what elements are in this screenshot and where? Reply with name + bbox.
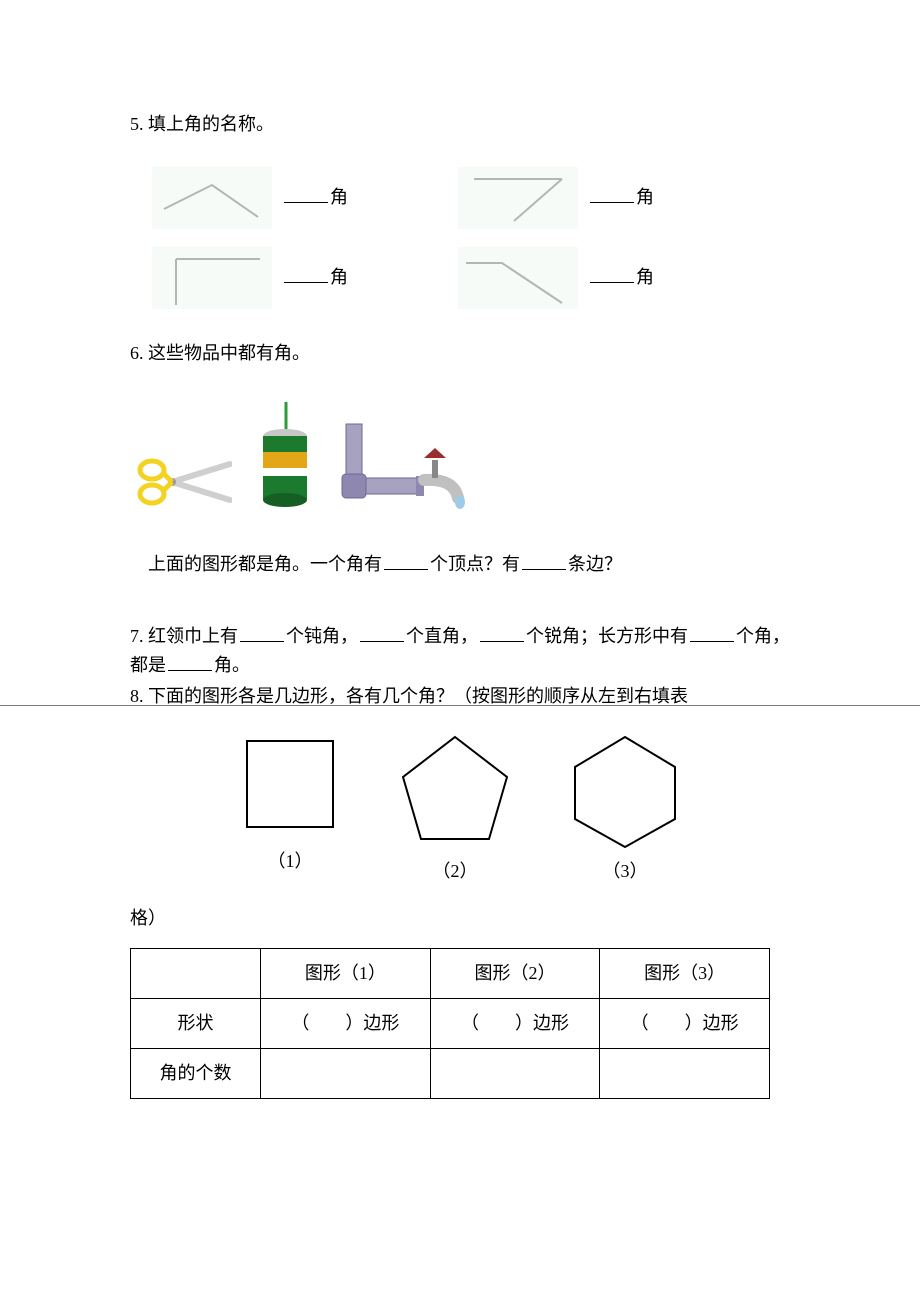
q6-blank-1[interactable] [384, 553, 428, 569]
count-cell-2[interactable] [430, 1048, 600, 1098]
pentagon-shape [395, 729, 515, 849]
poly-label-2: （2） [433, 857, 478, 886]
count-cell-3[interactable] [600, 1048, 770, 1098]
q7-blank-5[interactable] [168, 655, 212, 671]
shape-cell-3[interactable]: （ ）边形 [600, 999, 770, 1049]
q8-ge: 格） [130, 904, 166, 933]
row-shape-label: 形状 [131, 999, 261, 1049]
q7-blank-2[interactable] [360, 626, 404, 642]
angle-item-2: 角 [458, 167, 654, 229]
table-header-1: 图形（1） [261, 949, 431, 999]
angle-blank-3[interactable]: 角 [282, 263, 348, 292]
angle-blank-1[interactable]: 角 [282, 183, 348, 212]
q6-blank-2[interactable] [522, 553, 566, 569]
q6-prompt: 6. 这些物品中都有角。 [130, 339, 790, 368]
right-angle-shape [152, 247, 272, 309]
q7-text: 7. 红领巾上有个钝角，个直角，个锐角；长方形中有个角，都是角。 [130, 622, 790, 680]
obtuse-angle-shape-2 [458, 247, 578, 309]
angle-item-1: 角 [152, 167, 348, 229]
shape-cell-1[interactable]: （ ）边形 [261, 999, 431, 1049]
table-row: 角的个数 [131, 1048, 770, 1098]
page-rule [0, 705, 920, 706]
q7-blank-4[interactable] [690, 626, 734, 642]
faucet-icon [338, 418, 468, 514]
can-icon [250, 396, 320, 514]
square-shape [235, 729, 345, 839]
angle-blank-2[interactable]: 角 [588, 183, 654, 212]
shape-cell-2[interactable]: （ ）边形 [430, 999, 600, 1049]
polygons-row: （1） （2） （3） [130, 729, 790, 886]
q6-sentence: 上面的图形都是角。一个角有个顶点？有条边？ [130, 550, 790, 579]
table-row: 形状 （ ）边形 （ ）边形 （ ）边形 [131, 999, 770, 1049]
row-count-label: 角的个数 [131, 1048, 261, 1098]
q7-blank-3[interactable] [480, 626, 524, 642]
angle-blank-4[interactable]: 角 [588, 263, 654, 292]
objects-row [136, 396, 790, 514]
table-header-2: 图形（2） [430, 949, 600, 999]
q8-prompt: 8. 下面的图形各是几边形，各有几个角？（按图形的顺序从左到右填表 [130, 682, 790, 711]
scissors-icon [136, 442, 232, 514]
poly-label-3: （3） [603, 857, 648, 886]
angle-item-3: 角 [152, 247, 348, 309]
count-cell-1[interactable] [261, 1048, 431, 1098]
obtuse-angle-shape [152, 167, 272, 229]
q5-prompt: 5. 填上角的名称。 [130, 110, 790, 139]
angle-item-4: 角 [458, 247, 654, 309]
shape-table: 图形（1） 图形（2） 图形（3） 形状 （ ）边形 （ ）边形 （ ）边形 角… [130, 948, 770, 1098]
table-header-blank [131, 949, 261, 999]
table-row: 图形（1） 图形（2） 图形（3） [131, 949, 770, 999]
acute-angle-shape [458, 167, 578, 229]
hexagon-shape [565, 729, 685, 849]
q7-blank-1[interactable] [240, 626, 284, 642]
table-header-3: 图形（3） [600, 949, 770, 999]
poly-label-1: （1） [268, 847, 313, 876]
